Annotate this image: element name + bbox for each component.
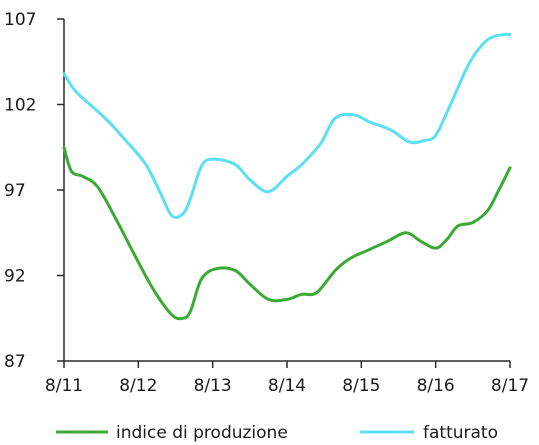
series-line-indice-di-produzione: [62, 145, 512, 321]
y-tick-label: 87: [4, 352, 26, 372]
x-ticks: 8/11 8/12 8/13 8/14 8/15 8/16 8/17: [45, 361, 529, 396]
legend-label-fatturato: fatturato: [423, 423, 498, 443]
y-tick-label: 92: [4, 267, 26, 287]
x-tick-label: 8/15: [342, 376, 380, 396]
y-ticks: 87 92 97 102 107: [4, 10, 64, 372]
legend: indice di produzione fatturato: [56, 423, 498, 443]
series-line-fatturato: [62, 32, 512, 219]
x-tick-label: 8/12: [119, 376, 157, 396]
x-tick-label: 8/14: [268, 376, 306, 396]
x-tick-label: 8/11: [45, 376, 83, 396]
y-tick-label: 97: [4, 181, 26, 201]
x-tick-label: 8/16: [417, 376, 455, 396]
series-layer: [62, 32, 512, 321]
y-tick-label: 102: [4, 96, 36, 116]
y-tick-label: 107: [4, 10, 36, 30]
axes: [63, 19, 510, 362]
x-tick-label: 8/17: [491, 376, 529, 396]
legend-label-indice-di-produzione: indice di produzione: [116, 423, 288, 443]
x-tick-label: 8/13: [194, 376, 232, 396]
